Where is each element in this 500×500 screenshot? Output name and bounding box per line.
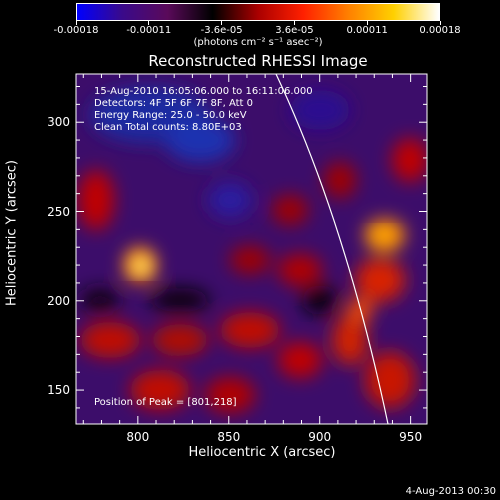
- x-axis-label: Heliocentric X (arcsec): [188, 445, 336, 460]
- peak-highlight: [132, 228, 392, 276]
- y-axis-label: Heliocentric Y (arcsec): [4, 160, 20, 306]
- x-tick-label: 850: [217, 430, 241, 444]
- colorbar-tick: [221, 21, 223, 25]
- colorbar-tick-label: -0.00011: [126, 25, 172, 36]
- colorbar-units: (photons cm⁻² s⁻¹ asec⁻²): [193, 37, 323, 48]
- intensity-blobs: [78, 87, 427, 413]
- x-tick-label: 950: [399, 430, 423, 444]
- annotation-clean-counts: Clean Total counts: 8.80E+03: [94, 122, 242, 133]
- colorbar-tick-label: -0.00018: [53, 25, 99, 36]
- colorbar-tick: [293, 21, 295, 25]
- annotation-time-range: 15-Aug-2010 16:05:06.000 to 16:11:06.000: [94, 86, 313, 97]
- colorbar-tick: [148, 21, 150, 25]
- colorbar: [76, 3, 440, 21]
- image-area: [76, 74, 427, 424]
- plot-title: Reconstructed RHESSI Image: [148, 52, 368, 70]
- x-tick-label: 800: [126, 430, 150, 444]
- solar-limb-line: [275, 74, 389, 424]
- annotation-peak-position: Position of Peak = [801,218]: [94, 397, 237, 408]
- axis-ticks: [76, 74, 427, 424]
- plot-frame: [75, 73, 428, 425]
- footer-date: 4-Aug-2013 00:30: [405, 486, 496, 497]
- y-tick-label: 150: [47, 383, 70, 398]
- y-tick-label: 250: [47, 204, 70, 219]
- colorbar-tick-label: 3.6e-05: [275, 25, 314, 36]
- colorbar-tick: [439, 21, 441, 25]
- y-tick-label: 200: [47, 293, 70, 308]
- colorbar-tick-label: -3.6e-05: [200, 25, 243, 36]
- colorbar-tick-label: 0.00011: [346, 25, 388, 36]
- colorbar-tick: [75, 21, 77, 25]
- colorbar-tick: [366, 21, 368, 25]
- annotation-detectors: Detectors: 4F 5F 6F 7F 8F, Att 0: [94, 98, 254, 109]
- y-tick-label: 300: [47, 115, 70, 130]
- x-tick-label: 900: [308, 430, 332, 444]
- colorbar-tick-label: 0.00018: [419, 25, 461, 36]
- annotation-energy-range: Energy Range: 25.0 - 50.0 keV: [94, 110, 247, 121]
